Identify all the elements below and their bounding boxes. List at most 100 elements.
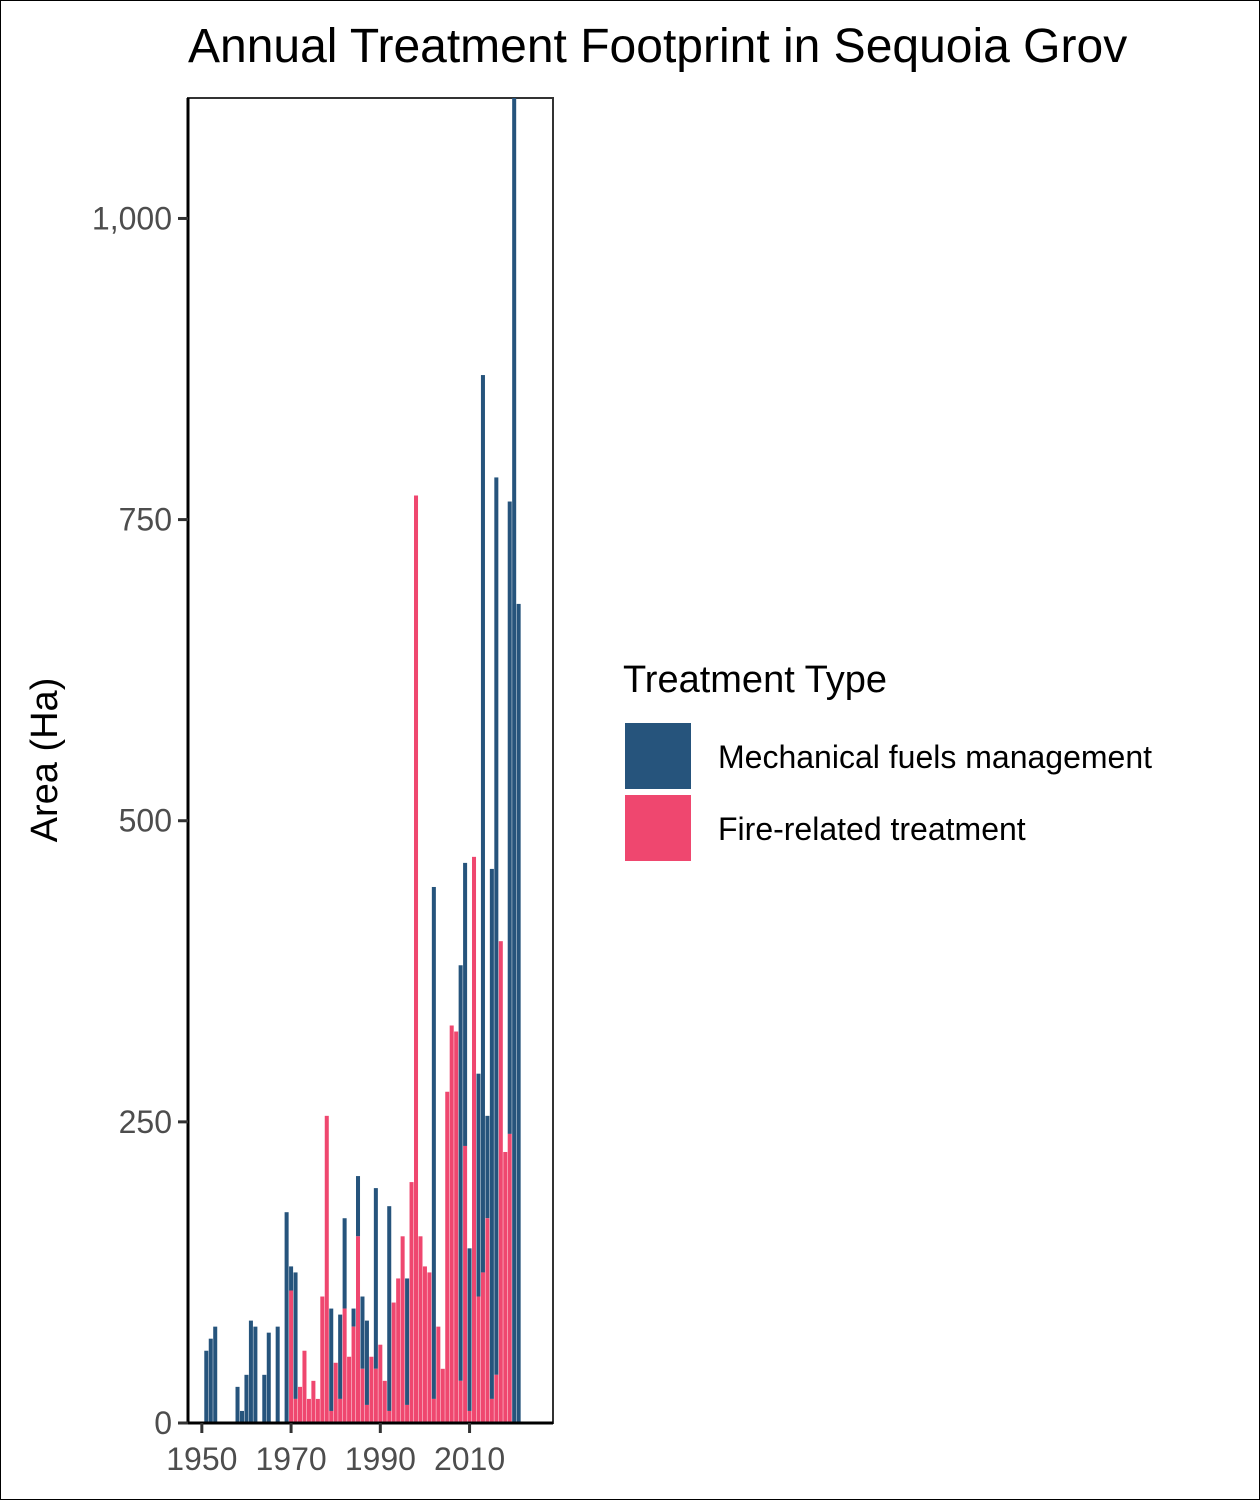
bar-mechanical-1962 xyxy=(253,1326,258,1423)
bar-fire-1970 xyxy=(289,1290,294,1423)
bar-fire-1991 xyxy=(382,1380,387,1423)
bar-fire-2004 xyxy=(440,1368,445,1423)
bar-mechanical-1992 xyxy=(387,1206,392,1411)
bar-mechanical-1961 xyxy=(248,1320,253,1423)
bar-mechanical-1964 xyxy=(262,1374,267,1423)
bar-fire-1984 xyxy=(351,1326,356,1423)
bar-mechanical-2019 xyxy=(507,501,512,1134)
y-tick-label-0: 0 xyxy=(154,1405,172,1441)
bar-fire-2012 xyxy=(476,1296,481,1423)
bar-mechanical-1981 xyxy=(338,1314,343,1399)
bar-mechanical-1986 xyxy=(360,1296,365,1369)
bar-fire-1995 xyxy=(400,1236,405,1423)
bar-mechanical-1989 xyxy=(373,1188,378,1369)
bar-mechanical-1985 xyxy=(356,1176,361,1237)
bar-fire-1971 xyxy=(293,1398,298,1423)
bar-mechanical-2021 xyxy=(516,603,521,1423)
bar-fire-1992 xyxy=(387,1410,392,1423)
bar-fire-1985 xyxy=(356,1236,361,1423)
bar-fire-2008 xyxy=(458,1380,463,1423)
bar-fire-1982 xyxy=(342,1308,347,1423)
bar-fire-2006 xyxy=(449,1025,454,1423)
bar-mechanical-1952 xyxy=(208,1338,213,1423)
bar-fire-2016 xyxy=(494,1374,499,1423)
bar-mechanical-2008 xyxy=(458,965,463,1381)
x-tick-label-2010: 2010 xyxy=(434,1441,505,1477)
bar-fire-1972 xyxy=(297,1386,303,1423)
bar-fire-1973 xyxy=(302,1350,307,1423)
bar-fire-1989 xyxy=(373,1368,378,1423)
y-tick-label-250: 250 xyxy=(119,1104,172,1140)
bar-fire-1976 xyxy=(315,1398,320,1423)
bar-mechanical-1982 xyxy=(342,1218,347,1309)
y-axis-title: Area (Ha) xyxy=(24,678,66,843)
bar-mechanical-1958 xyxy=(235,1386,240,1423)
bar-mechanical-2012 xyxy=(476,1073,481,1297)
legend-label-1: Fire-related treatment xyxy=(718,811,1026,847)
bar-mechanical-2015 xyxy=(489,868,494,1399)
bar-fire-2001 xyxy=(427,1272,432,1423)
bar-fire-2009 xyxy=(463,1145,468,1423)
bar-fire-1975 xyxy=(311,1380,316,1423)
bar-fire-1978 xyxy=(324,1115,329,1423)
bar-mechanical-1984 xyxy=(351,1308,356,1327)
bar-fire-2002 xyxy=(431,1398,436,1423)
bar-fire-2013 xyxy=(480,1272,485,1423)
y-tick-label-500: 500 xyxy=(119,803,172,839)
bar-fire-1981 xyxy=(338,1398,343,1423)
bar-mechanical-1971 xyxy=(293,1272,298,1399)
bar-mechanical-1959 xyxy=(239,1410,244,1423)
legend-label-0: Mechanical fuels management xyxy=(718,739,1152,775)
bar-mechanical-2020 xyxy=(512,98,517,1423)
legend: Treatment Type Mechanical fuels manageme… xyxy=(623,659,1152,861)
bar-fire-1994 xyxy=(396,1278,401,1423)
bar-fire-2007 xyxy=(454,1031,459,1423)
bar-fire-2005 xyxy=(445,1091,450,1423)
bar-mechanical-1960 xyxy=(244,1374,249,1423)
bar-fire-2017 xyxy=(498,941,503,1423)
y-tick-label-750: 750 xyxy=(119,502,172,538)
bar-mechanical-2014 xyxy=(485,1115,490,1219)
bar-mechanical-1969 xyxy=(284,1212,289,1423)
bar-fire-1977 xyxy=(320,1296,325,1423)
bar-fire-1979 xyxy=(329,1410,334,1423)
bar-fire-2000 xyxy=(422,1266,427,1423)
bar-fire-1990 xyxy=(378,1344,383,1423)
y-tick-label-1000: 1,000 xyxy=(92,200,172,236)
bar-mechanical-1987 xyxy=(364,1320,369,1405)
bar-fire-1980 xyxy=(333,1362,338,1423)
bar-fire-1983 xyxy=(347,1356,352,1423)
bar-fire-1997 xyxy=(409,1182,414,1423)
bar-mechanical-1996 xyxy=(405,1278,410,1405)
bar-fire-2003 xyxy=(436,1326,441,1423)
bar-fire-2010 xyxy=(467,1410,472,1423)
bar-mechanical-2009 xyxy=(463,862,468,1146)
legend-title: Treatment Type xyxy=(623,659,887,701)
bar-mechanical-1967 xyxy=(275,1326,280,1423)
x-tick-label-1970: 1970 xyxy=(255,1441,326,1477)
bar-fire-1996 xyxy=(405,1404,410,1423)
bar-mechanical-2016 xyxy=(494,477,499,1375)
bar-mechanical-2010 xyxy=(467,1248,472,1411)
legend-key-1 xyxy=(625,795,691,861)
bar-fire-1974 xyxy=(306,1398,311,1423)
bar-fire-2014 xyxy=(485,1218,490,1423)
bar-mechanical-1953 xyxy=(213,1326,218,1423)
bar-fire-1998 xyxy=(414,495,419,1423)
bar-fire-1993 xyxy=(391,1302,396,1423)
bar-fire-2015 xyxy=(489,1398,494,1423)
bar-mechanical-1951 xyxy=(204,1350,209,1423)
bar-mechanical-2002 xyxy=(431,886,436,1399)
bar-fire-2011 xyxy=(472,856,477,1423)
bar-mechanical-2013 xyxy=(480,375,485,1273)
bar-fire-2018 xyxy=(503,1151,508,1423)
legend-key-0 xyxy=(625,723,691,789)
bar-fire-1999 xyxy=(418,1236,423,1423)
bar-fire-1986 xyxy=(360,1368,365,1423)
x-tick-label-1990: 1990 xyxy=(345,1441,416,1477)
bars-layer xyxy=(204,98,521,1423)
bar-fire-1987 xyxy=(364,1404,369,1423)
bar-fire-2019 xyxy=(507,1133,512,1423)
bar-mechanical-1965 xyxy=(266,1332,271,1423)
